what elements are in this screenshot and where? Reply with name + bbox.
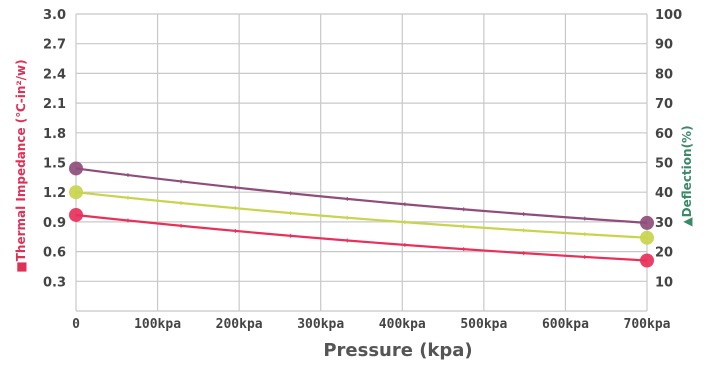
x-tick-label: 400kpa (379, 317, 426, 332)
y-right-tick-label: 100 (655, 8, 682, 23)
y-right-tick-label: 10 (655, 275, 673, 290)
y-left-tick-label: 1.2 (43, 186, 66, 201)
y-right-tick-label: 30 (655, 216, 673, 231)
data-point (640, 230, 654, 245)
y-right-tick-label: 40 (655, 186, 673, 201)
y-left-tick-label: 1.5 (43, 157, 66, 172)
y-right-tick-label: 80 (655, 67, 673, 82)
left-axis-title: ■Thermal Impedance (℃-in²/w) (14, 59, 28, 272)
series-line (75, 191, 648, 239)
x-tick-label: 700kpa (624, 317, 671, 332)
y-right-tick-label: 70 (655, 97, 673, 112)
data-point (69, 207, 83, 222)
x-tick-label: 300kpa (297, 317, 344, 332)
data-point (640, 215, 654, 230)
grid (75, 13, 648, 312)
y-right-tick-label: 60 (655, 127, 673, 142)
y-left-tick-label: 0.9 (43, 216, 66, 231)
y-right-tick-label: 20 (655, 246, 673, 261)
x-tick-label: 0 (72, 317, 80, 332)
y-right-tick-label: 90 (655, 38, 673, 53)
y-left-tick-label: 2.1 (43, 97, 66, 112)
y-left-tick-label: 0.3 (43, 275, 66, 290)
y-left-tick-label: 2.4 (43, 67, 66, 82)
y-left-tick-label: 2.7 (43, 38, 66, 53)
x-axis-title: Pressure (kpa) (323, 340, 472, 361)
x-tick-label: 600kpa (542, 317, 589, 332)
y-left-tick-label: 0.6 (43, 246, 66, 261)
series-line (75, 167, 648, 224)
data-point (69, 185, 83, 200)
tick-labels: 0 100kpa 200kpa 300kpa 400kpa 500kpa 600kpa 700… (43, 8, 682, 332)
right-axis-title: ▲Deflection(%) (680, 125, 694, 226)
data-point (640, 253, 654, 268)
y-left-tick-label: 3.0 (43, 8, 66, 23)
y-left-tick-label: 1.8 (43, 127, 66, 142)
data-point (69, 161, 83, 176)
x-tick-label: 500kpa (460, 317, 507, 332)
series-layer (69, 161, 654, 268)
x-tick-label: 200kpa (216, 317, 263, 332)
x-tick-label: 100kpa (134, 317, 181, 332)
y-right-tick-label: 50 (655, 157, 673, 172)
